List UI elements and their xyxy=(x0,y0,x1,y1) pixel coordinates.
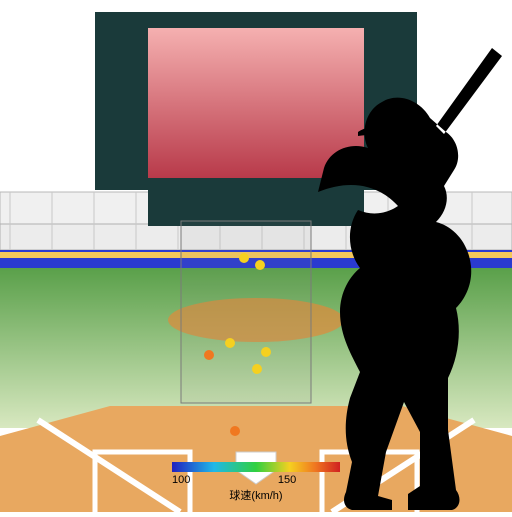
legend-tick: 150 xyxy=(278,474,296,486)
scene-svg xyxy=(0,0,512,512)
legend-ticks: 100 150 xyxy=(172,474,340,486)
legend-label: 球速(km/h) xyxy=(172,487,340,503)
legend-tick: 100 xyxy=(172,474,190,486)
legend-colorbar xyxy=(172,462,340,472)
speed-legend: 100 150 球速(km/h) xyxy=(172,462,340,503)
pitch-location-chart: 100 150 球速(km/h) xyxy=(0,0,512,512)
